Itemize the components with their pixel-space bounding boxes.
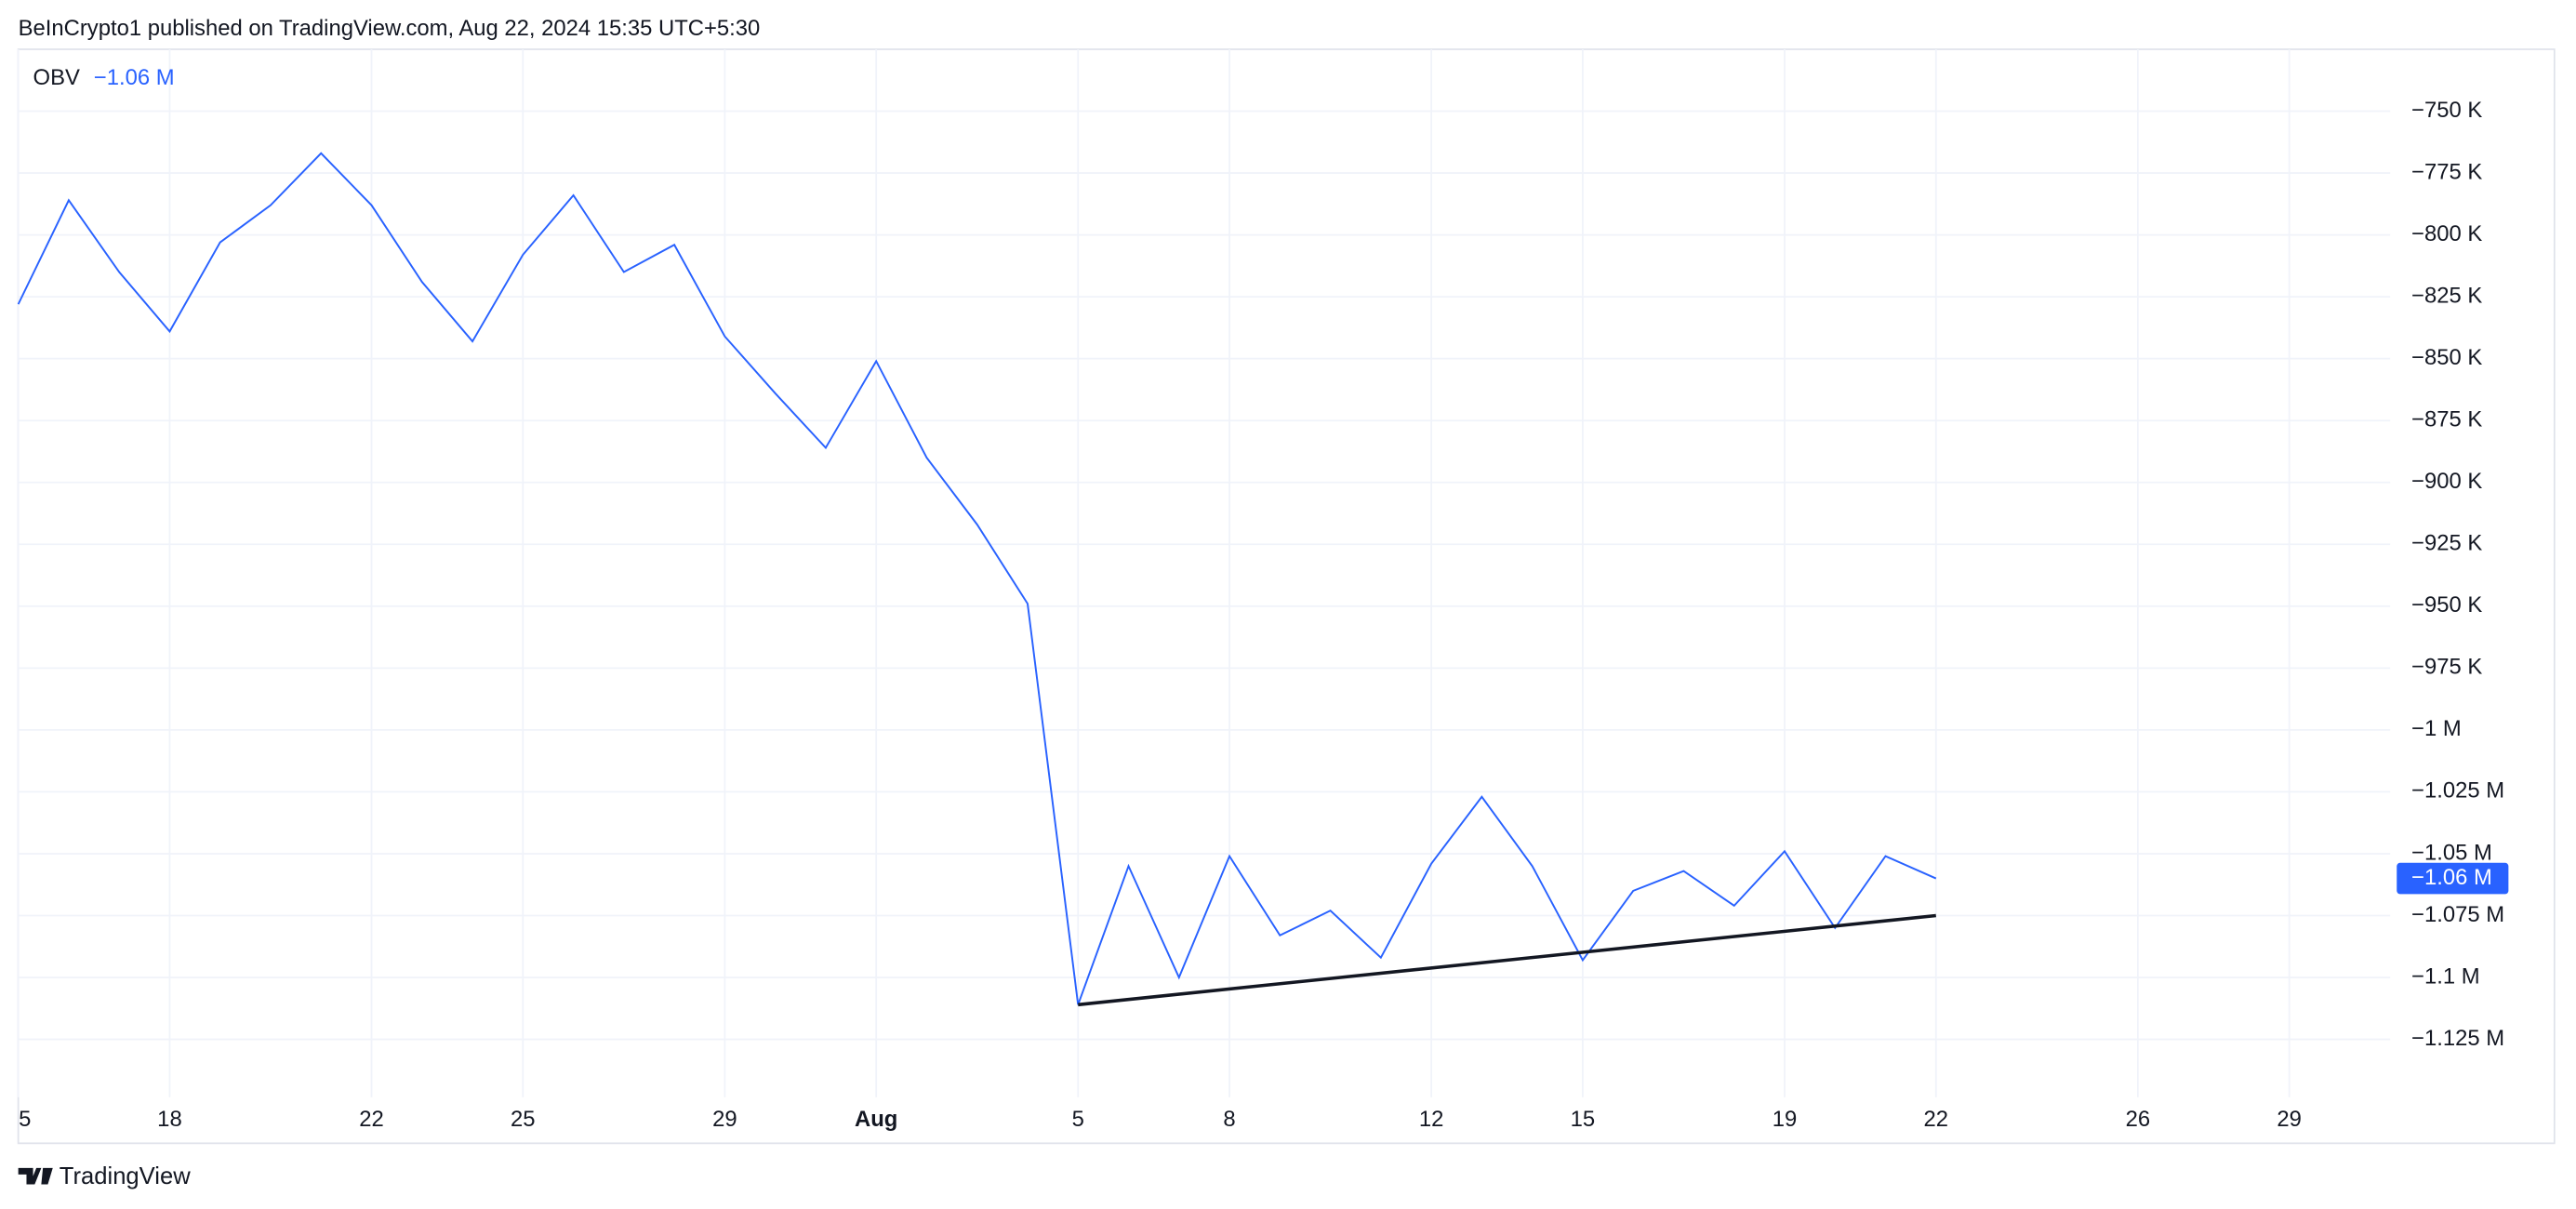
last-value-box [2397, 862, 2509, 895]
y-tick-label: −975 K [2411, 655, 2482, 680]
legend-name: OBV [33, 65, 80, 90]
y-tick-label: −850 K [2411, 345, 2482, 370]
x-tick-label: 26 [2126, 1107, 2151, 1132]
x-tick-label: 18 [157, 1107, 182, 1132]
y-tick-label: −1 M [2411, 716, 2462, 741]
y-tick-label: −825 K [2411, 283, 2482, 308]
x-tick-label: 5 [19, 1107, 31, 1132]
x-tick-label: Aug [855, 1107, 897, 1132]
y-tick-label: −1.1 M [2411, 963, 2480, 989]
x-tick-label: 15 [1571, 1107, 1596, 1132]
x-tick-label: 5 [1072, 1107, 1084, 1132]
y-tick-label: −900 K [2411, 469, 2482, 494]
series-line [17, 152, 1937, 1005]
y-tick-label: −950 K [2411, 592, 2482, 618]
x-tick-label: 25 [511, 1107, 536, 1132]
x-tick-label: 22 [1924, 1107, 1949, 1132]
trendline [1078, 913, 1936, 1007]
x-tick-label: 19 [1773, 1107, 1798, 1132]
y-tick-label: −1.075 M [2411, 902, 2504, 927]
y-tick-label: −1.05 M [2411, 840, 2492, 865]
footer-logo [18, 1167, 53, 1185]
x-tick-label: 12 [1419, 1107, 1444, 1132]
x-tick-label: 29 [2277, 1107, 2302, 1132]
x-tick-label: 8 [1223, 1107, 1235, 1132]
marks [17, 152, 1937, 1007]
footer-brand: TradingView [60, 1163, 191, 1189]
y-tick-label: −1.025 M [2411, 778, 2504, 804]
y-tick-label: −875 K [2411, 407, 2482, 432]
y-tick-label: −775 K [2411, 159, 2482, 184]
y-tick-label: −800 K [2411, 221, 2482, 246]
header: BeInCrypto1 published on TradingView.com… [19, 16, 761, 41]
plot-frame [17, 48, 2556, 1145]
grid [17, 48, 2391, 1097]
y-tick-label: −925 K [2411, 531, 2482, 556]
y-tick-label: −1.125 M [2411, 1026, 2504, 1051]
x-tick-label: 29 [712, 1107, 737, 1132]
last-value-label: −1.06 M [2411, 865, 2492, 890]
legend-value: −1.06 M [94, 65, 175, 90]
x-tick-label: 22 [359, 1107, 384, 1132]
y-tick-label: −750 K [2411, 98, 2482, 123]
